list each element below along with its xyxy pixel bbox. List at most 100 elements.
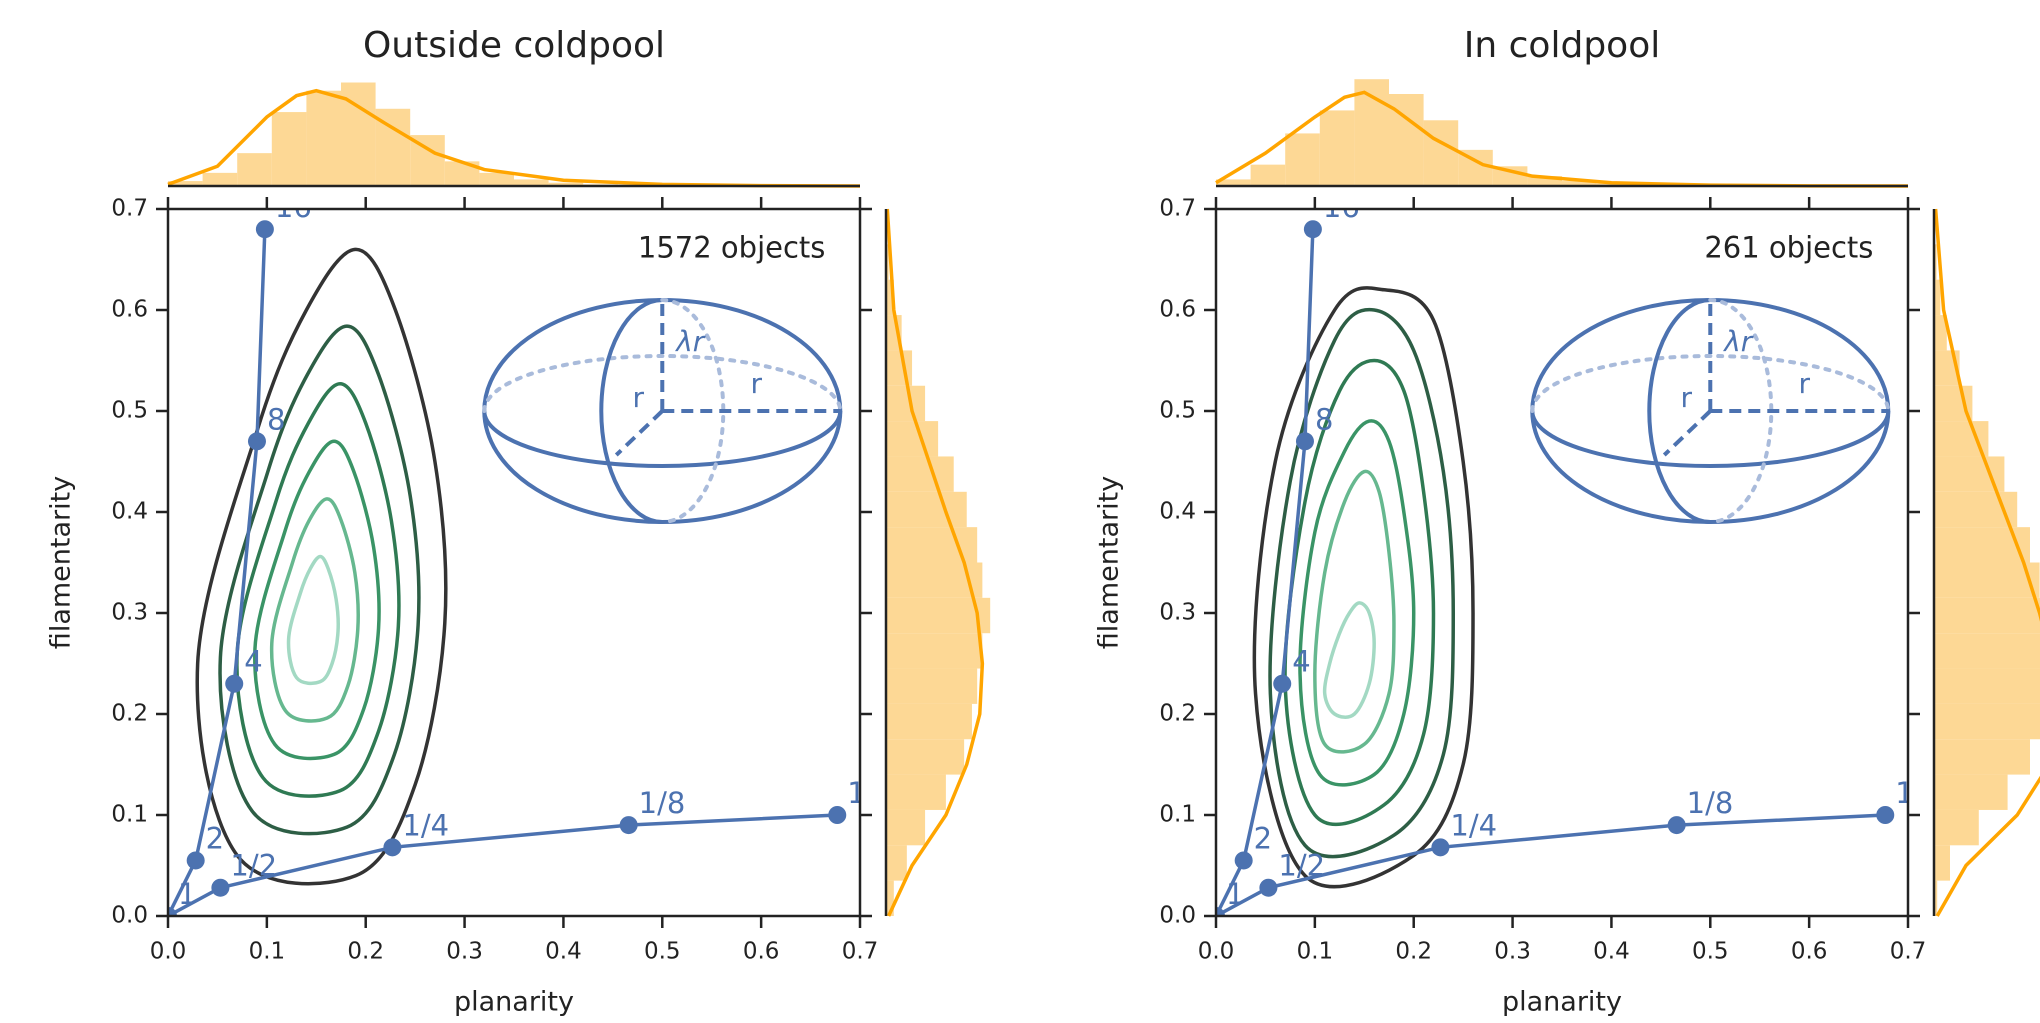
y-tick-label: 0.6	[111, 297, 148, 323]
contour	[1268, 307, 1456, 859]
point	[828, 806, 847, 824]
x-tick-label: 0.7	[842, 939, 879, 965]
x-tick-label: 0.7	[1890, 939, 1927, 965]
kde-line	[885, 208, 985, 917]
hist-bar	[1934, 845, 1950, 881]
panel: 16 8 4 21 1/2 1/4 1/8 1/16 Outside coldpool plana…	[46, 25, 991, 1018]
point-label: 1/16	[1895, 776, 1960, 810]
plot-area: 16 8 4 21 1/2 1/4 1/8 1/16	[1216, 190, 1960, 916]
point-label: 4	[1292, 645, 1310, 679]
hist-bar	[1562, 181, 1597, 186]
y-tick-label: 0.0	[111, 903, 148, 929]
hist-bar	[168, 181, 203, 186]
hist-bar	[271, 112, 307, 186]
hist-bar	[886, 774, 946, 810]
contour	[1298, 419, 1416, 787]
annotation: 1572 objects	[638, 230, 826, 264]
point	[1216, 907, 1225, 916]
contour	[1322, 601, 1376, 719]
hist-bar	[1934, 668, 2040, 704]
hist-bar	[1423, 120, 1459, 186]
point	[1431, 838, 1450, 857]
x-tick-label: 0.1	[1297, 939, 1334, 965]
point-label: 1	[1226, 877, 1244, 911]
hist-bar	[886, 668, 978, 704]
x-tick-label: 0.4	[1593, 939, 1630, 965]
point	[225, 674, 244, 693]
hist-bar	[1934, 809, 1979, 846]
x-tick-label: 0.5	[1692, 939, 1729, 965]
x-tick-label: 0.4	[545, 939, 582, 965]
hist-bar	[1319, 110, 1355, 186]
title: In coldpool	[1464, 25, 1660, 66]
annotation: 261 objects	[1704, 230, 1873, 264]
contour	[253, 439, 381, 761]
contour	[235, 381, 401, 798]
point-label: 1/8	[639, 786, 686, 820]
point	[186, 851, 205, 870]
inset-label: r	[633, 381, 645, 414]
hist-bar	[1934, 562, 2040, 598]
hist-bar	[202, 172, 238, 186]
hist-bar	[1934, 244, 1937, 280]
x-tick-label: 0.3	[1494, 939, 1531, 965]
contour	[1313, 469, 1396, 754]
x-axis-label: planarity	[1502, 987, 1622, 1018]
point	[1876, 806, 1895, 824]
point	[1303, 220, 1322, 239]
inset-label: λr	[1722, 325, 1754, 358]
point-label: 1/8	[1687, 786, 1734, 820]
inset-label: r	[1681, 381, 1693, 414]
kde-line	[1933, 208, 2040, 917]
point	[1273, 674, 1292, 693]
point	[1259, 878, 1278, 897]
model-line	[168, 229, 838, 916]
point-label: 16	[275, 190, 312, 224]
point-label: 2	[206, 821, 224, 855]
point-label: 1/4	[1450, 808, 1497, 842]
point	[1295, 432, 1314, 451]
hist-bar	[886, 279, 894, 316]
point-label: 16	[1323, 190, 1360, 224]
hist-bar	[886, 491, 967, 528]
point-label: 1/16	[847, 776, 912, 810]
point-label: 1/2	[1278, 849, 1325, 883]
hist-bar	[886, 385, 926, 422]
hist-bar	[1527, 176, 1562, 186]
inset-back	[482, 354, 843, 413]
inset-axis	[1662, 409, 1712, 457]
point-label: 2	[1254, 821, 1272, 855]
inset-front	[599, 298, 663, 524]
point	[1234, 851, 1253, 870]
hist-bar	[886, 597, 991, 634]
y-axis-label: filamentarity	[46, 476, 77, 649]
x-tick-label: 0.1	[249, 939, 286, 965]
point	[168, 907, 177, 916]
inset-label: λr	[674, 325, 706, 358]
point-label: 1/2	[230, 849, 277, 883]
y-tick-label: 0.5	[111, 398, 148, 424]
x-axis-label: planarity	[454, 987, 574, 1018]
hist-bar	[1285, 133, 1320, 186]
y-tick-label: 0.0	[1159, 903, 1196, 929]
inset-front	[1530, 410, 1891, 468]
hist-bar	[886, 456, 954, 492]
y-tick-label: 0.1	[1159, 802, 1196, 828]
point-label: 1	[178, 877, 196, 911]
point	[1667, 816, 1686, 835]
point-label: 8	[267, 402, 285, 436]
hist-bar	[886, 739, 965, 775]
hist-bar	[886, 845, 907, 881]
point	[255, 220, 274, 239]
y-tick-label: 0.2	[111, 701, 148, 727]
point	[619, 816, 638, 835]
y-tick-label: 0.7	[1159, 196, 1196, 222]
point	[211, 878, 230, 897]
y-tick-label: 0.4	[111, 499, 148, 525]
hist-bar	[886, 703, 972, 740]
hist-bar	[886, 633, 983, 669]
y-tick-label: 0.5	[1159, 398, 1196, 424]
y-tick-label: 0.6	[1159, 297, 1196, 323]
model-line	[1216, 229, 1886, 916]
